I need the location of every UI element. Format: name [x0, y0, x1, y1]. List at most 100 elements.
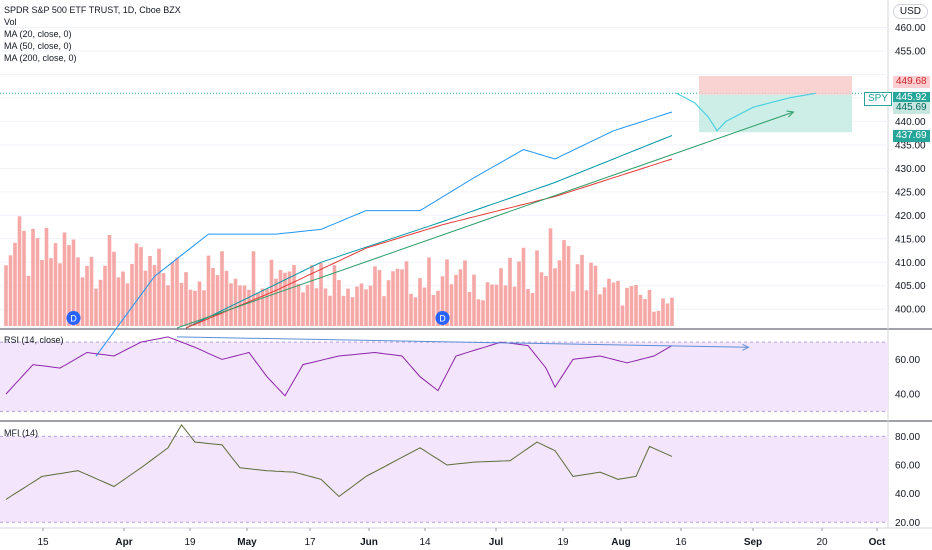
- volume-bar: [94, 288, 98, 326]
- volume-bar: [458, 269, 463, 326]
- volume-bar: [526, 288, 530, 326]
- volume-bar: [647, 289, 652, 326]
- ma50-line: [185, 135, 673, 329]
- volume-bar: [571, 291, 575, 326]
- volume-bar: [670, 297, 674, 326]
- volume-bar: [233, 278, 238, 326]
- volume-bar: [494, 284, 499, 326]
- volume-bar: [179, 282, 184, 326]
- volume-bar: [661, 298, 665, 326]
- time-tick-label: 19: [557, 537, 569, 548]
- volume-bar: [175, 257, 179, 326]
- rsi-pane-label: RSI (14, close): [4, 335, 64, 345]
- volume-bar: [143, 270, 148, 326]
- volume-bar: [26, 275, 31, 326]
- volume-bar: [89, 256, 94, 326]
- volume-bar: [157, 248, 161, 326]
- volume-bar: [85, 265, 89, 326]
- volume-bar: [211, 268, 215, 326]
- volume-bar: [193, 290, 197, 326]
- volume-bar: [346, 288, 350, 326]
- time-tick-label: May: [237, 537, 257, 548]
- volume-bar: [53, 243, 58, 326]
- volume-bar: [418, 278, 422, 326]
- volume-bar: [22, 230, 26, 326]
- volume-bar: [8, 255, 13, 326]
- rsi-band: [0, 342, 888, 412]
- volume-bar: [265, 288, 269, 326]
- volume-bar: [602, 287, 607, 326]
- volume-bar: [413, 297, 418, 326]
- time-tick-label: Oct: [869, 537, 886, 548]
- volume-bar: [49, 258, 53, 326]
- mfi-tick-label: 20.00: [895, 518, 920, 529]
- volume-bar: [184, 272, 188, 326]
- volume-bar: [188, 289, 193, 326]
- mfi-tick-label: 80.00: [895, 432, 920, 443]
- time-tick-label: 15: [37, 537, 49, 548]
- volume-bar: [499, 268, 503, 326]
- volume-bar: [287, 271, 292, 326]
- volume-bar: [629, 286, 634, 326]
- dividend-marker-icon: [66, 311, 81, 325]
- volume-bar: [148, 255, 152, 326]
- volume-bar: [427, 257, 431, 326]
- chart-legend: SPDR S&P 500 ETF TRUST, 1D, Cboe BZX Vol…: [4, 4, 181, 64]
- volume-bar: [229, 283, 233, 326]
- volume-bar: [206, 255, 211, 326]
- volume-bar: [364, 289, 368, 326]
- volume-bar: [665, 303, 670, 326]
- volume-bar: [638, 294, 643, 326]
- volume-bar: [580, 254, 584, 326]
- symbol-tag: SPY: [864, 92, 893, 106]
- volume-bar: [256, 292, 260, 326]
- volume-bar: [139, 247, 143, 326]
- trendline-arrowhead: [786, 110, 795, 118]
- volume-bar: [103, 265, 107, 326]
- volume-bar: [107, 234, 112, 326]
- volume-bar: [377, 270, 382, 326]
- volume-bar: [548, 228, 553, 326]
- volume-bar: [508, 257, 512, 326]
- volume-bar: [584, 290, 589, 326]
- volume-bar: [166, 285, 170, 326]
- legend-volume: Vol: [4, 17, 17, 27]
- volume-bar: [332, 265, 337, 326]
- volume-bar: [274, 278, 278, 326]
- volume-bar: [323, 288, 328, 326]
- volume-bar: [359, 283, 364, 326]
- volume-bar: [62, 232, 67, 326]
- volume-bar: [242, 285, 247, 326]
- last-price-tag: 445.92: [893, 92, 930, 104]
- volume-bar: [116, 277, 121, 326]
- rsi-tick-label: 60.00: [895, 355, 920, 366]
- projection-path: [676, 92, 817, 132]
- volume-bar: [278, 269, 283, 326]
- volume-bar: [125, 283, 130, 326]
- volume-bar: [4, 265, 8, 326]
- volume-bar: [121, 271, 125, 326]
- volume-bar: [368, 285, 373, 326]
- volume-bar: [13, 242, 17, 326]
- volume-bar: [589, 262, 593, 326]
- price-tick-label: 425.00: [895, 187, 926, 198]
- volume-bar: [35, 238, 40, 326]
- volume-bar: [431, 295, 436, 326]
- volume-bar: [328, 295, 332, 326]
- legend-ma20: MA (20, close, 0): [4, 29, 72, 39]
- volume-bar: [337, 280, 341, 326]
- mfi-pane-label: MFI (14): [4, 428, 39, 438]
- reward-zone: [699, 94, 852, 133]
- volume-bar: [643, 299, 647, 326]
- volume-bar: [224, 270, 229, 326]
- volume-bar: [251, 251, 256, 326]
- volume-bar: [341, 295, 346, 326]
- volume-bar: [652, 311, 656, 326]
- time-tick-label: 19: [184, 537, 196, 548]
- volume-bar: [292, 264, 296, 326]
- volume-bar: [463, 260, 467, 326]
- currency-button[interactable]: USD: [892, 4, 928, 19]
- time-tick-label: Sep: [744, 537, 762, 548]
- rsi-divergence-line: [176, 336, 749, 348]
